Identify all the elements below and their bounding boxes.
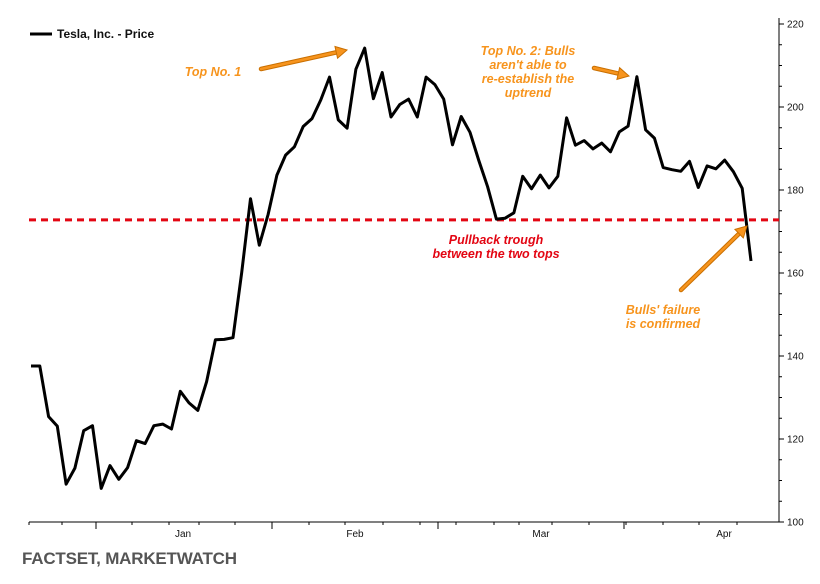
price-chart: 100 120 140 160 180 200 220 Jan Feb Mar Apr Top N… <box>0 0 820 545</box>
arrow-bulls-failure <box>678 225 748 293</box>
annotation-line: Pullback trough <box>449 233 544 247</box>
arrow-shaft <box>679 232 741 292</box>
arrow-head <box>334 45 349 60</box>
x-tick-label: Apr <box>716 529 732 540</box>
y-tick-label: 220 <box>787 20 804 31</box>
y-tick-label: 160 <box>787 269 804 280</box>
annotation-2: Top No. 2: Bulls aren't able to re-establi… <box>481 44 576 100</box>
chart-background <box>0 0 820 545</box>
y-axis: 100 120 140 160 180 200 220 <box>778 18 804 529</box>
legend: Tesla, Inc. - Price <box>30 27 154 41</box>
arrow-shaft <box>259 51 338 71</box>
annotation-line: uptrend <box>505 86 552 100</box>
annotation-line: aren't able to <box>489 58 567 72</box>
arrow-head <box>733 225 748 239</box>
annotation-line: Bulls' failure <box>626 303 701 317</box>
annotation-layer: Top No. 1 Top No. 2: Bulls aren't able to r… <box>185 44 748 331</box>
x-tick-label: Feb <box>346 529 364 540</box>
arrow-head <box>616 66 631 81</box>
annotation-line: between the two tops <box>432 247 559 261</box>
y-tick-label: 100 <box>787 518 804 529</box>
annotation-line: is confirmed <box>626 317 701 331</box>
arrow-top-1 <box>258 45 349 72</box>
arrow-top-2 <box>591 65 631 81</box>
annotation-line: Top No. 1 <box>185 65 242 79</box>
series-layer <box>31 46 753 490</box>
y-tick-label: 120 <box>787 435 804 446</box>
source-credit: FACTSET, MARKETWATCH <box>22 549 237 568</box>
annotation-line: Top No. 2: Bulls <box>481 44 576 58</box>
annotation-3: Pullback trough between the two tops <box>432 233 559 261</box>
y-tick-label: 140 <box>787 352 804 363</box>
legend-label: Tesla, Inc. - Price <box>57 27 154 41</box>
x-tick-label: Jan <box>175 529 191 540</box>
arrow-shaft <box>592 66 620 75</box>
y-tick-label: 180 <box>787 186 804 197</box>
y-tick-label: 200 <box>787 103 804 114</box>
annotation-4: Bulls' failure is confirmed <box>626 303 701 331</box>
price-series-line <box>31 46 753 490</box>
x-tick-label: Mar <box>532 529 550 540</box>
annotation-1: Top No. 1 <box>185 65 242 79</box>
x-axis: Jan Feb Mar Apr <box>28 521 779 540</box>
annotation-line: re-establish the <box>482 72 574 86</box>
